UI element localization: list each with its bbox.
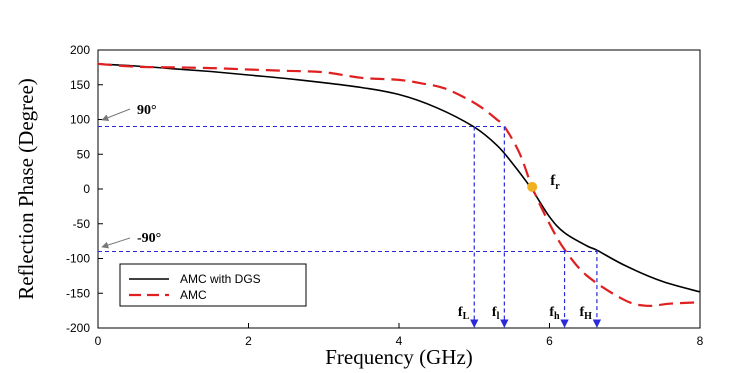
x-tick-label: 0 <box>95 334 102 348</box>
marker-label-f-l: fL <box>458 305 470 322</box>
y-tick-label: -150 <box>66 286 90 300</box>
minus-90-pointer <box>101 237 131 249</box>
legend-label-amc: AMC <box>180 288 207 302</box>
x-tick-label: 4 <box>396 334 403 348</box>
y-tick-label: -50 <box>73 217 91 231</box>
legend-box <box>119 263 307 307</box>
y-tick-label: 200 <box>70 43 90 57</box>
legend-label-amc-with-dgs: AMC with DGS <box>180 272 261 286</box>
marker-label-f-h: fH <box>579 305 592 322</box>
x-axis-title: Frequency (GHz) <box>325 345 473 369</box>
marker-label-f-h: fh <box>549 305 560 322</box>
frequency-markers: fL fl fh fH fr <box>458 126 602 328</box>
y-tick-label: 100 <box>70 113 90 127</box>
plus-90-pointer <box>101 108 131 121</box>
marker-label-f-l: fl <box>492 305 500 322</box>
axis-ticks: -200 -150 -100 -50 0 50 100 150 200 0 2 4 6 8 <box>66 43 704 348</box>
resonance-point <box>527 181 538 192</box>
x-tick-label: 6 <box>546 334 553 348</box>
minus-90-annotation: -90° <box>137 231 161 246</box>
plus-90-annotation: 90° <box>137 103 157 118</box>
y-axis-title: Reflection Phase (Degree) <box>14 78 38 300</box>
series-line-amc-with-dgs <box>97 63 701 293</box>
reference-lines <box>98 125 597 253</box>
y-tick-label: 150 <box>70 78 90 92</box>
y-tick-label: 50 <box>77 147 91 161</box>
x-tick-label: 8 <box>697 334 704 348</box>
x-tick-label: 2 <box>245 334 252 348</box>
resonance-label: fr <box>550 173 560 192</box>
series-line-amc <box>97 62 701 307</box>
y-tick-label: 0 <box>83 182 90 196</box>
y-tick-label: -200 <box>66 321 90 335</box>
y-tick-label: -100 <box>66 252 90 266</box>
legend: AMC with DGS AMC <box>119 263 307 307</box>
